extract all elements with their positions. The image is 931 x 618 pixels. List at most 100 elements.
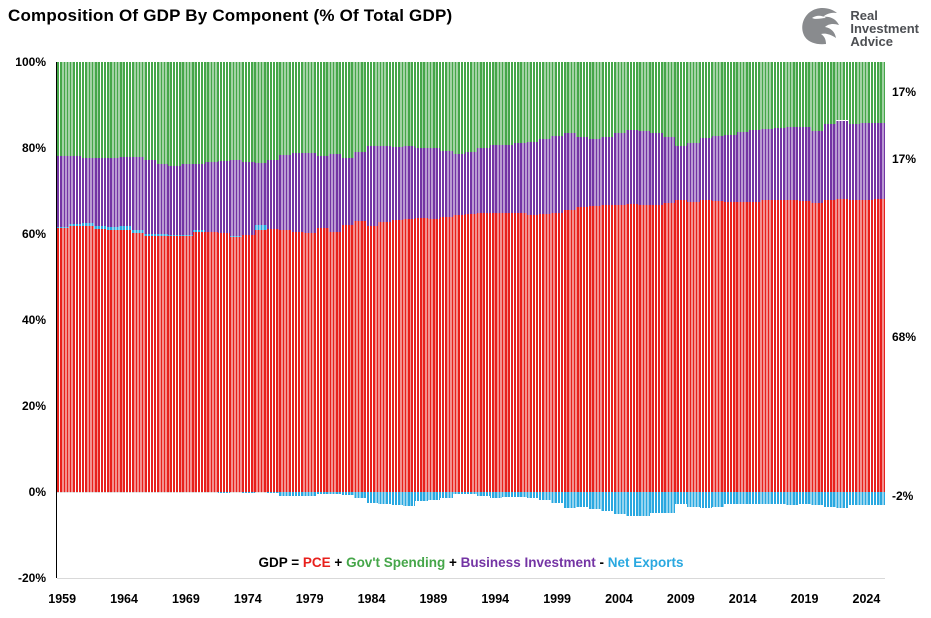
y-axis: 100% 80% 60% 40% 20% 0% -20%: [0, 55, 52, 585]
segment-investment: [724, 134, 737, 203]
segment-investment: [860, 123, 873, 200]
segment-investment: [600, 136, 614, 205]
segment-investment: [205, 162, 218, 232]
segment-investment: [452, 154, 465, 216]
segment-net-exports: [131, 229, 144, 233]
bar-1961: [81, 62, 95, 578]
segment-investment: [217, 160, 231, 234]
segment-net-exports: [501, 492, 515, 498]
bar-2013: [724, 62, 737, 578]
segment-government: [712, 62, 725, 136]
bar-1977: [279, 62, 292, 578]
segment-government: [81, 62, 95, 158]
segment-investment: [69, 156, 82, 224]
segment-investment: [539, 138, 552, 214]
segment-pce: [501, 212, 515, 492]
segment-pce: [452, 215, 465, 492]
segment-investment: [328, 154, 342, 232]
segment-government: [279, 62, 292, 155]
segment-pce: [600, 204, 614, 492]
segment-net-exports: [699, 492, 713, 508]
segment-government: [786, 62, 799, 127]
bar-1964: [118, 62, 132, 578]
segment-pce: [365, 225, 379, 492]
legend-part: +: [330, 555, 347, 570]
segment-government: [242, 62, 255, 163]
segment-government: [403, 62, 416, 147]
segment-investment: [291, 152, 305, 233]
x-axis: 1959 1964 1969 1974 1979 1984 1989 1994 1999 2004…: [48, 590, 885, 614]
segment-pce: [378, 221, 391, 492]
segment-pce: [773, 199, 787, 492]
segment-investment: [254, 163, 268, 226]
bar-1998: [539, 62, 552, 578]
segment-government: [316, 62, 329, 156]
segment-investment: [155, 164, 169, 234]
segment-investment: [440, 150, 453, 217]
segment-pce: [106, 229, 119, 492]
bar-2001: [576, 62, 589, 578]
legend-part: GDP =: [258, 555, 303, 570]
segment-net-exports: [440, 492, 453, 498]
segment-government: [180, 62, 193, 164]
segment-investment: [341, 157, 354, 226]
x-tick-label: 1979: [295, 592, 324, 606]
segment-government: [254, 62, 268, 164]
segment-net-exports: [613, 492, 626, 515]
segment-investment: [477, 148, 490, 213]
segment-net-exports: [835, 492, 848, 509]
right-axis: 17% 17% 68% -2%: [887, 62, 931, 578]
segment-pce: [57, 227, 70, 492]
page-title: Composition Of GDP By Component (% Of To…: [8, 6, 453, 25]
segment-government: [106, 62, 119, 159]
segment-government: [415, 62, 428, 148]
segment-pce: [674, 200, 688, 492]
segment-net-exports: [625, 492, 638, 516]
segment-investment: [712, 135, 725, 202]
x-tick-label: 2014: [728, 592, 757, 606]
segment-investment: [489, 145, 502, 214]
segment-pce: [526, 215, 540, 492]
segment-government: [539, 62, 552, 139]
segment-pce: [872, 198, 886, 492]
segment-pce: [860, 199, 873, 492]
bar-1971: [205, 62, 218, 578]
segment-pce: [637, 205, 651, 492]
segment-net-exports: [477, 492, 490, 497]
x-tick-label: 1964: [110, 592, 138, 606]
segment-government: [365, 62, 379, 146]
segment-investment: [563, 133, 577, 211]
segment-investment: [353, 151, 366, 222]
bar-2010: [687, 62, 700, 578]
segment-government: [810, 62, 824, 131]
segment-pce: [563, 210, 577, 492]
segment-pce: [180, 235, 193, 492]
segment-pce: [724, 202, 737, 492]
segment-government: [600, 62, 614, 137]
segment-net-exports: [848, 492, 861, 505]
segment-government: [576, 62, 589, 137]
segment-investment: [749, 129, 762, 202]
segment-investment: [316, 155, 329, 229]
bar-2022: [835, 62, 848, 578]
segment-pce: [576, 207, 589, 492]
segment-investment: [848, 123, 861, 200]
segment-pce: [440, 216, 453, 492]
x-tick-label: 2004: [605, 592, 633, 606]
segment-pce: [810, 203, 824, 492]
segment-government: [452, 62, 465, 155]
segment-net-exports: [403, 492, 416, 506]
segment-pce: [143, 236, 156, 492]
bar-1966: [143, 62, 156, 578]
bar-1979: [304, 62, 317, 578]
segment-government: [489, 62, 502, 145]
bar-1975: [254, 62, 268, 578]
y-tick-label: 80%: [21, 141, 46, 155]
legend-part: PCE: [302, 555, 331, 570]
segment-net-exports: [526, 492, 540, 498]
segment-pce: [613, 204, 626, 492]
segment-pce: [625, 204, 638, 492]
segment-government: [773, 62, 787, 128]
segment-net-exports: [106, 226, 119, 230]
bar-1987: [403, 62, 416, 578]
